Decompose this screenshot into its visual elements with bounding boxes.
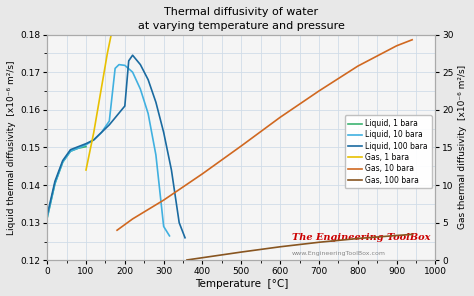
- Liquid, 10 bara: [52, 182, 58, 185]
- Gas, 1 bara: [99, 86, 104, 89]
- Liquid, 10 bara: [68, 149, 73, 153]
- Liquid, 100 bara: [52, 179, 58, 183]
- Gas, 10 bara: [277, 115, 283, 119]
- Liquid, 10 bara: [99, 131, 104, 134]
- Liquid, 100 bara: [75, 145, 81, 148]
- Gas, 10 bara: [161, 198, 166, 202]
- Liquid, 1 bara: [60, 160, 65, 164]
- Gas, 100 bara: [277, 245, 283, 249]
- Gas, 10 bara: [394, 44, 400, 48]
- Liquid, 10 bara: [112, 67, 118, 70]
- Liquid, 100 bara: [114, 114, 120, 117]
- Liquid, 100 bara: [182, 236, 188, 239]
- Gas, 1 bara: [91, 131, 97, 134]
- Gas, 10 bara: [238, 144, 244, 148]
- Liquid, 100 bara: [169, 168, 174, 172]
- Liquid, 100 bara: [45, 213, 50, 217]
- Gas, 100 bara: [184, 258, 190, 262]
- Line: Gas, 100 bara: Gas, 100 bara: [187, 234, 412, 260]
- Gas, 10 bara: [316, 89, 322, 93]
- Liquid, 100 bara: [122, 104, 128, 108]
- Liquid, 100 bara: [60, 159, 65, 163]
- Liquid, 1 bara: [75, 147, 81, 150]
- Liquid, 1 bara: [45, 216, 50, 220]
- Liquid, 1 bara: [83, 145, 89, 148]
- Gas, 1 bara: [83, 168, 89, 172]
- Gas, 100 bara: [238, 250, 244, 254]
- Gas, 100 bara: [394, 234, 400, 237]
- Text: www.EngineeringToolBox.com: www.EngineeringToolBox.com: [292, 251, 386, 256]
- Liquid, 10 bara: [137, 87, 143, 91]
- Gas, 10 bara: [200, 172, 205, 176]
- Text: The Engineering ToolBox: The Engineering ToolBox: [292, 233, 430, 242]
- Liquid, 100 bara: [130, 53, 136, 57]
- Gas, 1 bara: [105, 52, 110, 55]
- Gas, 10 bara: [410, 38, 415, 41]
- Legend: Liquid, 1 bara, Liquid, 10 bara, Liquid, 100 bara, Gas, 1 bara, Gas, 10 bara, Ga: Liquid, 1 bara, Liquid, 10 bara, Liquid,…: [345, 115, 432, 189]
- Liquid, 10 bara: [83, 143, 89, 147]
- Liquid, 10 bara: [146, 112, 151, 115]
- Liquid, 10 bara: [116, 63, 122, 66]
- Liquid, 100 bara: [68, 148, 73, 152]
- Liquid, 100 bara: [83, 142, 89, 145]
- Gas, 10 bara: [114, 229, 120, 232]
- Y-axis label: Gas thermal diffusivity  [x10⁻⁶ m²/s]: Gas thermal diffusivity [x10⁻⁶ m²/s]: [458, 65, 467, 229]
- Liquid, 100 bara: [176, 221, 182, 224]
- Gas, 10 bara: [355, 64, 361, 68]
- Liquid, 100 bara: [99, 131, 104, 134]
- Liquid, 100 bara: [91, 138, 97, 142]
- Gas, 100 bara: [316, 240, 322, 244]
- Gas, 100 bara: [410, 233, 415, 236]
- Liquid, 10 bara: [91, 138, 97, 142]
- Liquid, 10 bara: [122, 64, 128, 67]
- Liquid, 10 bara: [167, 234, 173, 238]
- Liquid, 100 bara: [107, 123, 112, 127]
- Line: Liquid, 100 bara: Liquid, 100 bara: [47, 55, 185, 238]
- Liquid, 100 bara: [137, 63, 143, 66]
- Gas, 100 bara: [208, 255, 213, 258]
- Liquid, 100 bara: [161, 131, 166, 134]
- Liquid, 10 bara: [153, 153, 159, 157]
- Line: Gas, 10 bara: Gas, 10 bara: [117, 40, 412, 230]
- Y-axis label: Liquid thermal diffusivity  [x10⁻⁶ m²/s]: Liquid thermal diffusivity [x10⁻⁶ m²/s]: [7, 60, 16, 235]
- Line: Liquid, 1 bara: Liquid, 1 bara: [47, 147, 86, 218]
- Line: Gas, 1 bara: Gas, 1 bara: [86, 35, 111, 170]
- Liquid, 10 bara: [75, 147, 81, 150]
- Liquid, 10 bara: [60, 160, 65, 164]
- Liquid, 1 bara: [68, 149, 73, 153]
- Title: Thermal diffusivity of water
at varying temperature and pressure: Thermal diffusivity of water at varying …: [138, 7, 345, 31]
- X-axis label: Temperature  [°C]: Temperature [°C]: [195, 279, 288, 289]
- Gas, 100 bara: [355, 237, 361, 240]
- Gas, 1 bara: [109, 33, 114, 36]
- Liquid, 10 bara: [107, 119, 112, 123]
- Liquid, 10 bara: [130, 70, 136, 74]
- Liquid, 100 bara: [126, 59, 132, 63]
- Gas, 10 bara: [130, 217, 136, 221]
- Liquid, 1 bara: [52, 182, 58, 185]
- Liquid, 100 bara: [153, 100, 159, 104]
- Liquid, 10 bara: [45, 216, 50, 220]
- Line: Liquid, 10 bara: Liquid, 10 bara: [47, 65, 170, 236]
- Liquid, 100 bara: [146, 78, 151, 81]
- Liquid, 10 bara: [161, 225, 166, 228]
